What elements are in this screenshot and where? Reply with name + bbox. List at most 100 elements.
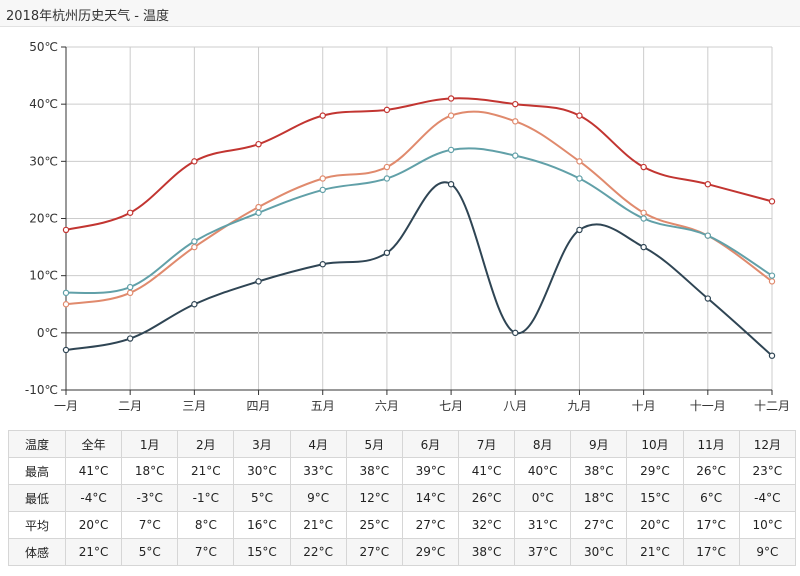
table-cell: 38°C <box>570 457 628 485</box>
x-tick-label: 八月 <box>503 399 527 413</box>
table-cell: 21°C <box>64 538 123 566</box>
table-row-label: 平均 <box>8 511 66 539</box>
table-cell: 6月 <box>401 430 459 458</box>
table-cell: -3°C <box>121 484 179 512</box>
data-point <box>576 158 583 165</box>
table-cell: 8°C <box>177 511 235 539</box>
table-cell: 39°C <box>401 457 459 485</box>
x-tick-label: 二月 <box>118 399 142 413</box>
table-cell: 12°C <box>345 484 403 512</box>
x-tick-label: 六月 <box>375 399 399 413</box>
table-cell: 14°C <box>401 484 459 512</box>
table-cell: 11月 <box>682 430 740 458</box>
series-line-2 <box>65 147 773 295</box>
table-cell: 1月 <box>121 430 179 458</box>
temperature-table: 温度 全年 1月 2月 3月 4月 5月 6月 7月 8月 9月 10月 11月 12月 最高 41°C 18°… <box>8 430 797 566</box>
data-point <box>255 140 262 148</box>
table-cell: 全年 <box>64 430 123 458</box>
table-cell: 30°C <box>570 538 628 566</box>
table-cell: 20°C <box>64 511 123 539</box>
data-point <box>255 209 262 216</box>
table-row-label: 最低 <box>8 484 66 512</box>
data-point <box>255 203 262 211</box>
data-point <box>319 261 326 268</box>
table-cell: 0°C <box>514 484 572 512</box>
table-cell: 30°C <box>233 457 291 485</box>
data-point <box>383 175 391 182</box>
data-point <box>126 283 134 291</box>
table-cell: 5°C <box>121 538 179 566</box>
table-row-label: 体感 <box>8 538 66 566</box>
data-point <box>62 346 70 354</box>
table-cell: 7°C <box>121 511 179 539</box>
x-tick-label: 一月 <box>54 399 78 413</box>
data-point <box>512 329 519 337</box>
y-tick-label: 0℃ <box>37 326 58 340</box>
data-point <box>191 158 198 165</box>
y-tick-label: 30℃ <box>29 154 58 168</box>
table-cell: 26°C <box>682 457 740 485</box>
series-line-3 <box>65 181 773 357</box>
table-row: 最高 41°C 18°C 21°C 30°C 33°C 38°C 39°C 41°C 40°C 38… <box>8 457 797 485</box>
table-cell: 17°C <box>682 538 740 566</box>
table-cell: 23°C <box>738 457 797 485</box>
table-cell: 21°C <box>177 457 235 485</box>
page-title: 2018年杭州历史天气 - 温度 <box>6 9 170 24</box>
data-point <box>447 180 455 188</box>
table-cell: 26°C <box>457 484 516 512</box>
x-tick-label: 五月 <box>311 399 335 413</box>
x-tick-label: 十二月 <box>754 399 790 413</box>
table-cell: 15°C <box>233 538 291 566</box>
data-point <box>62 289 70 297</box>
table-cell: 33°C <box>289 457 347 485</box>
data-point <box>191 243 198 251</box>
data-point <box>640 209 647 216</box>
data-point <box>768 278 776 285</box>
data-point <box>447 146 455 154</box>
table-cell: 21°C <box>289 511 347 539</box>
temperature-line-chart: -10℃ 0℃ 10℃ 20℃ 30℃ 40℃ 50℃ 一月 二月 三月 四月 五月 六月 七月 八月 九月 十… <box>25 40 790 413</box>
data-point <box>640 163 647 171</box>
data-point <box>255 278 262 285</box>
table-cell: 18°C <box>121 457 179 485</box>
data-point <box>704 295 712 302</box>
table-cell: 41°C <box>64 457 123 485</box>
title-bar: 2018年杭州历史天气 - 温度 <box>0 0 800 27</box>
table-cell: 21°C <box>626 538 684 566</box>
table-cell: 5°C <box>233 484 291 512</box>
y-tick-label: 10℃ <box>29 269 58 283</box>
table-cell: -1°C <box>177 484 235 512</box>
table-row: 平均 20°C 7°C 8°C 16°C 21°C 25°C 27°C 32°C 31°C 27°C… <box>8 511 797 539</box>
table-row-label: 温度 <box>8 430 66 458</box>
series-line-0 <box>65 97 773 231</box>
table-cell: 38°C <box>345 457 403 485</box>
table-cell: 18°C <box>570 484 628 512</box>
data-point <box>640 215 647 222</box>
x-tick-label: 四月 <box>247 399 271 413</box>
data-point <box>768 352 776 359</box>
table-cell: 17°C <box>682 511 740 539</box>
data-point <box>126 289 134 297</box>
table-cell: 16°C <box>233 511 291 539</box>
data-point <box>640 243 647 251</box>
data-point <box>576 226 583 234</box>
data-point <box>319 175 326 182</box>
data-point <box>319 186 326 194</box>
table-row: 最低 -4°C -3°C -1°C 5°C 9°C 12°C 14°C 26°C 0°C 18°C 1… <box>8 484 797 512</box>
table-cell: 29°C <box>626 457 684 485</box>
table-cell: 29°C <box>401 538 459 566</box>
x-tick-label: 九月 <box>567 399 591 413</box>
data-point <box>447 95 455 102</box>
data-point <box>62 226 70 234</box>
data-point <box>126 335 134 342</box>
data-point <box>704 180 712 188</box>
x-tick-label: 三月 <box>182 399 206 413</box>
table-cell: 31°C <box>514 511 572 539</box>
table-row: 体感 21°C 5°C 7°C 15°C 22°C 27°C 29°C 38°C 37°C 30°C… <box>8 538 797 566</box>
data-point <box>383 249 391 256</box>
data-point <box>704 232 712 239</box>
table-cell: 25°C <box>345 511 403 539</box>
x-tick-label: 十月 <box>632 399 656 413</box>
table-cell: 10°C <box>738 511 797 539</box>
chart-series <box>62 95 776 359</box>
